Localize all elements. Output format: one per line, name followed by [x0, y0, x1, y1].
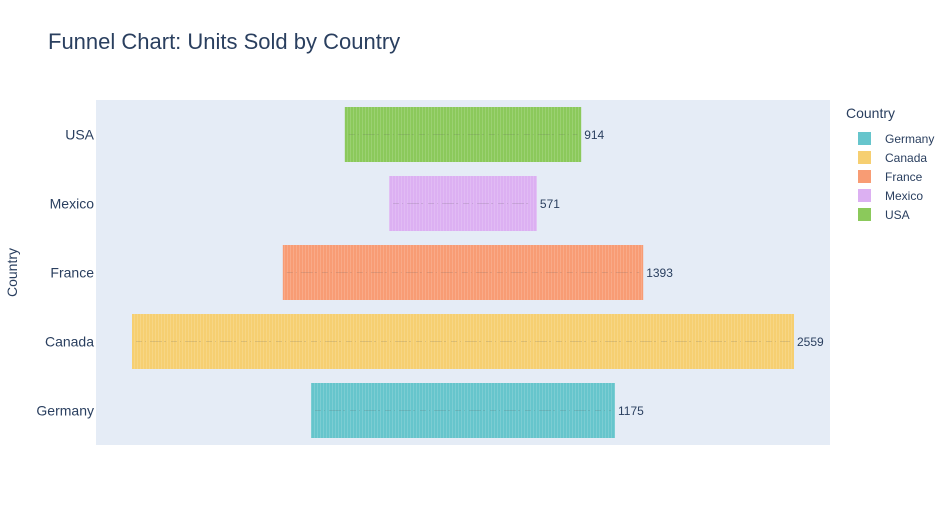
y-tick-label-germany: Germany: [36, 403, 94, 419]
legend-label: Canada: [885, 151, 927, 165]
legend-title: Country: [846, 105, 895, 121]
funnel-bar-texture: [132, 314, 794, 369]
legend-item-germany[interactable]: Germany: [858, 132, 934, 146]
funnel-bar-texture: [389, 176, 537, 231]
legend-item-france[interactable]: France: [858, 170, 923, 184]
funnel-bar-texture: [311, 383, 615, 438]
legend-item-usa[interactable]: USA: [858, 208, 910, 222]
value-label-canada: 2559: [797, 335, 824, 349]
legend-swatch: [858, 208, 871, 221]
legend-item-canada[interactable]: Canada: [858, 151, 927, 165]
value-label-germany: 1175: [618, 404, 644, 418]
y-tick-label-mexico: Mexico: [50, 196, 95, 212]
legend-label: Mexico: [885, 189, 923, 203]
legend-label: Germany: [885, 132, 934, 146]
legend-label: France: [885, 170, 923, 184]
y-tick-label-france: France: [50, 265, 94, 281]
funnel-bar-mexico[interactable]: [389, 176, 537, 231]
funnel-bar-germany[interactable]: [311, 383, 615, 438]
y-tick-label-canada: Canada: [45, 334, 94, 350]
funnel-bar-texture: [282, 245, 644, 300]
y-tick-labels: USA Mexico France Canada Germany: [36, 127, 94, 419]
legend-swatch: [858, 170, 871, 183]
legend-swatch: [858, 151, 871, 164]
legend-item-mexico[interactable]: Mexico: [858, 189, 923, 203]
funnel-bar-usa[interactable]: [344, 107, 582, 162]
legend-swatch: [858, 132, 871, 145]
y-tick-label-usa: USA: [65, 127, 94, 143]
legend-label: USA: [885, 208, 910, 222]
funnel-bar-texture: [344, 107, 582, 162]
chart-title: Funnel Chart: Units Sold by Country: [48, 29, 401, 54]
legend[interactable]: Country Germany Canada France Mexico USA: [846, 105, 934, 222]
value-label-mexico: 571: [540, 197, 560, 211]
value-label-france: 1393: [646, 266, 673, 280]
funnel-bar-canada[interactable]: [132, 314, 794, 369]
funnel-bar-france[interactable]: [282, 245, 644, 300]
funnel-bars: [132, 107, 794, 438]
value-labels: 914 571 1393 2559 1175: [540, 128, 824, 418]
legend-items[interactable]: Germany Canada France Mexico USA: [858, 132, 934, 222]
y-axis-title: Country: [4, 248, 20, 297]
legend-swatch: [858, 189, 871, 202]
value-label-usa: 914: [584, 128, 604, 142]
